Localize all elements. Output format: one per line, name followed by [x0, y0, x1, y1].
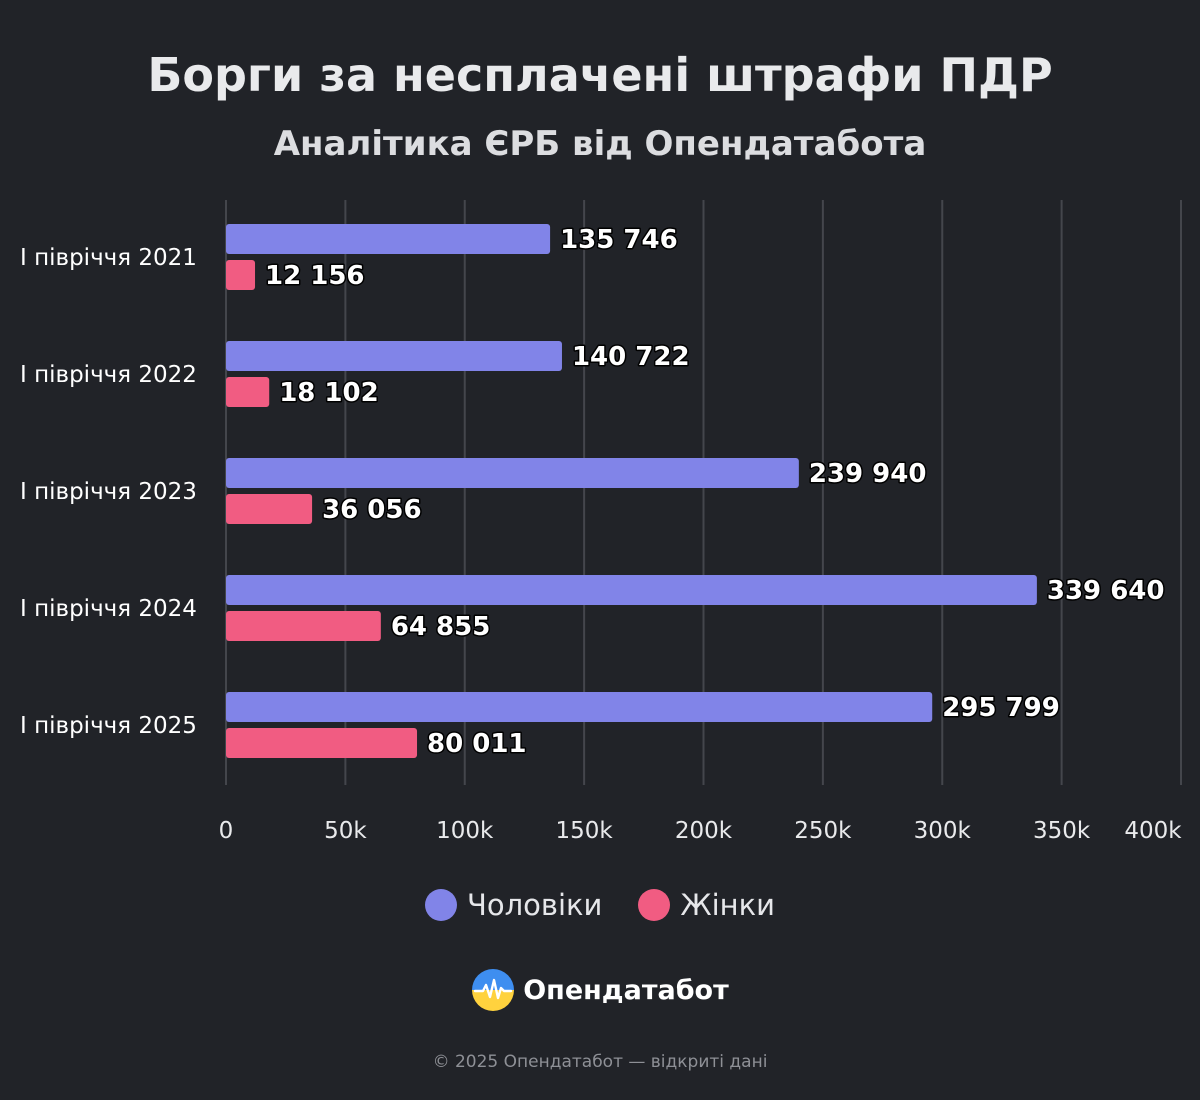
- brand: Опендатабот: [0, 968, 1200, 1012]
- data-label: 36 056: [322, 495, 422, 525]
- legend-marker-men: [424, 889, 457, 921]
- legend-label-men: Чоловіки: [466, 888, 603, 922]
- bar-women[interactable]: [226, 728, 418, 758]
- bar-women[interactable]: [226, 377, 270, 407]
- data-label: 135 746: [560, 225, 678, 255]
- footer-text: © 2025 Опендатабот — відкриті дані: [432, 1052, 768, 1072]
- data-label: 140 722: [572, 342, 690, 372]
- data-label: 12 156: [265, 261, 365, 291]
- chart-subtitle: Аналітика ЄРБ від Опендатабота: [273, 124, 927, 164]
- category-label: І півріччя 2021: [20, 245, 197, 271]
- x-tick-labels: 0 50k 100k 150k 200k 250k 300k 350k 400k: [219, 818, 1183, 844]
- legend: Чоловіки Жінки: [0, 888, 1200, 922]
- x-tick-label: 400k: [1124, 818, 1182, 844]
- brand-name: Опендатабот: [523, 974, 729, 1006]
- legend-marker-women: [638, 889, 671, 921]
- data-label: 339 640: [1047, 576, 1165, 606]
- grid-lines: [225, 200, 1182, 785]
- legend-item-men[interactable]: Чоловіки: [424, 888, 603, 922]
- chart-title: Борги за несплачені штрафи ПДР: [147, 48, 1053, 102]
- category-label: І півріччя 2023: [20, 479, 197, 505]
- data-label: 239 940: [809, 459, 927, 489]
- data-label: 64 855: [391, 612, 491, 642]
- x-tick-label: 100k: [436, 818, 494, 844]
- category-label: І півріччя 2025: [20, 713, 197, 739]
- category-label: І півріччя 2024: [20, 596, 197, 622]
- legend-label-women: Жінки: [680, 888, 776, 922]
- bar-men[interactable]: [226, 575, 1037, 605]
- legend-item-women[interactable]: Жінки: [638, 888, 775, 922]
- bar-women[interactable]: [226, 260, 256, 290]
- x-tick-label: 50k: [324, 818, 367, 844]
- bar-men[interactable]: [226, 692, 933, 722]
- bar-chart: 135 746 12 156 140 722 18 102 239 940 36 056 3…: [20, 200, 1183, 844]
- bar-men[interactable]: [226, 224, 551, 254]
- x-tick-label: 0: [219, 818, 234, 844]
- x-tick-label: 350k: [1033, 818, 1091, 844]
- bar-men[interactable]: [226, 341, 562, 371]
- x-tick-label: 150k: [556, 818, 614, 844]
- bar-women[interactable]: [226, 611, 381, 641]
- bars: [226, 224, 1037, 758]
- x-tick-label: 300k: [914, 818, 972, 844]
- data-label: 80 011: [427, 729, 527, 759]
- bar-women[interactable]: [226, 494, 313, 524]
- category-label: І півріччя 2022: [20, 362, 197, 388]
- x-tick-label: 250k: [794, 818, 852, 844]
- data-label: 295 799: [942, 693, 1060, 723]
- category-labels: І півріччя 2021 І півріччя 2022 І півріччя…: [20, 245, 197, 739]
- bar-men[interactable]: [226, 458, 799, 488]
- opendatabot-logo-icon: [472, 969, 515, 1011]
- data-labels: 135 746 12 156 140 722 18 102 239 940 36 056 3…: [264, 224, 1166, 761]
- data-label: 18 102: [279, 378, 379, 408]
- x-tick-label: 200k: [675, 818, 733, 844]
